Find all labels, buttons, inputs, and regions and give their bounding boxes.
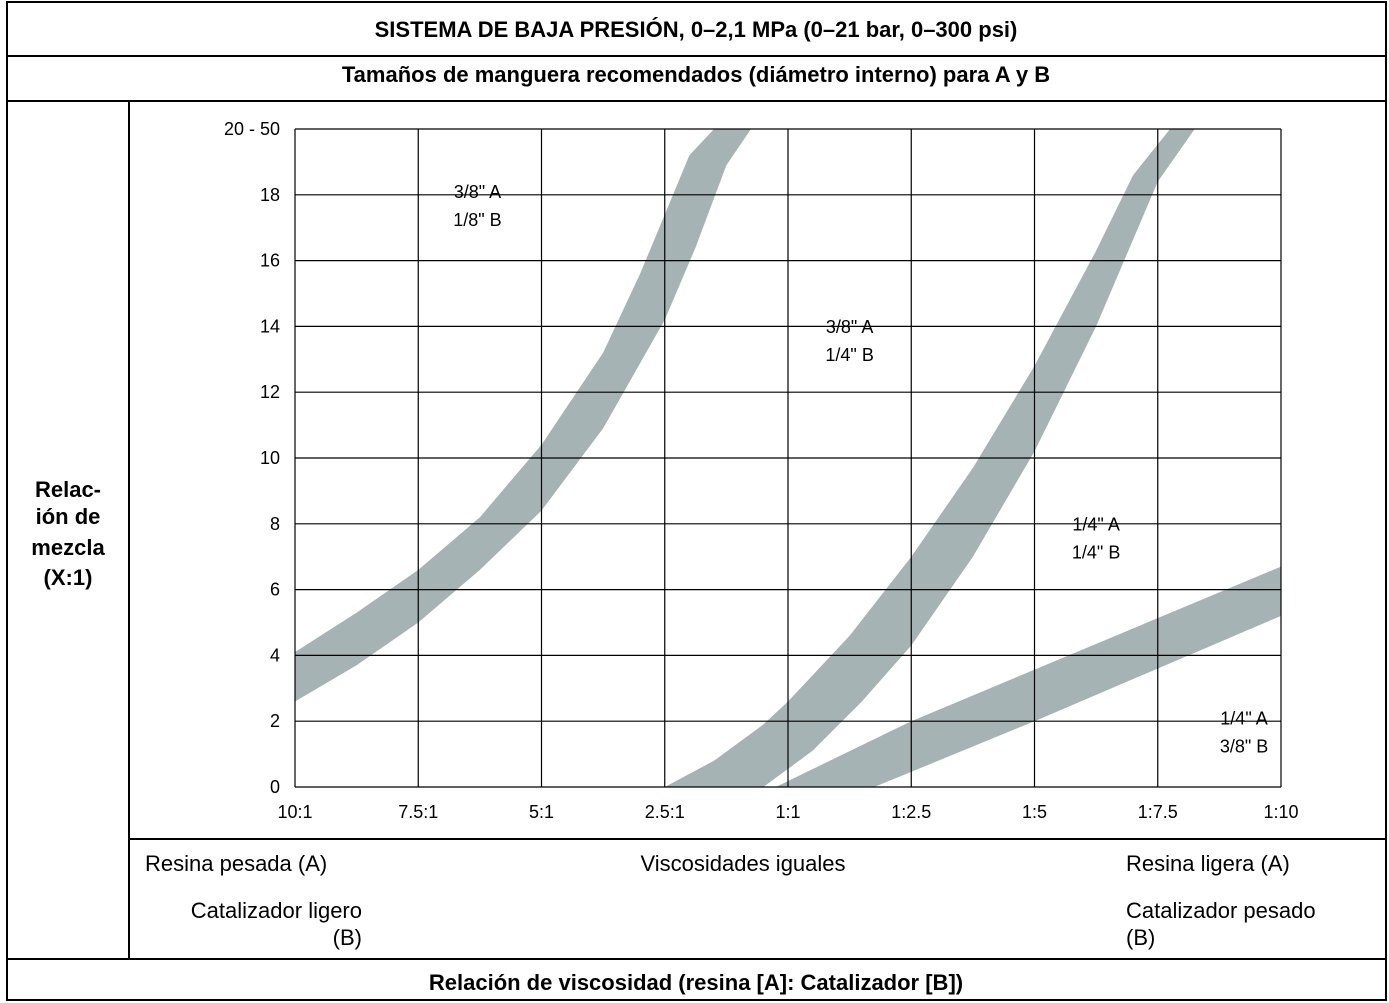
y-tick-labels: 0 2 4 6 8 10 12 14 16 18 20 - 50 [224, 119, 280, 797]
chart-title: SISTEMA DE BAJA PRESIÓN, 0–2,1 MPa (0–21… [375, 17, 1018, 42]
x-tick-label: 10:1 [277, 802, 312, 822]
note-right-line3: (B) [1126, 925, 1155, 950]
band-3 [775, 566, 1281, 787]
table-borders [6, 1, 1387, 1001]
x-tick-label: 5:1 [529, 802, 554, 822]
region-label: 1/4" B [1072, 542, 1120, 562]
x-tick-label: 1:1 [775, 802, 800, 822]
x-tick-label: 1:5 [1022, 802, 1047, 822]
region-label: 3/8" A [454, 182, 501, 202]
region-label: 1/4" A [1072, 514, 1119, 534]
note-left-line2: Catalizador ligero [191, 898, 362, 923]
y-axis-label-line: ión de [36, 504, 101, 529]
region-label: 3/8" B [1220, 736, 1268, 756]
region-label: 1/4" A [1220, 708, 1267, 728]
y-tick-label: 0 [270, 777, 280, 797]
x-tick-labels: 10:1 7.5:1 5:1 2.5:1 1:1 1:2.5 1:5 1:7.5 1:10 [277, 802, 1298, 822]
region-label: 3/8" A [826, 317, 873, 337]
y-tick-label: 18 [260, 185, 280, 205]
x-tick-label: 1:10 [1263, 802, 1298, 822]
y-axis-label-line: (X:1) [44, 565, 93, 590]
y-tick-label: 2 [270, 711, 280, 731]
band-1 [295, 129, 751, 702]
y-tick-label: 14 [260, 316, 280, 336]
region-labels: 3/8" A 1/8" B 3/8" A 1/4" B 1/4" A 1/4" B 1/4"… [453, 182, 1268, 756]
y-tick-label: 20 - 50 [224, 119, 280, 139]
note-left-line1: Resina pesada (A) [145, 851, 327, 876]
y-tick-label: 6 [270, 580, 280, 600]
x-tick-label: 7.5:1 [398, 802, 438, 822]
x-axis-title: Relación de viscosidad (resina [A]: Cata… [429, 970, 963, 995]
y-axis-label-line: Relac- [35, 477, 101, 502]
x-tick-label: 2.5:1 [645, 802, 685, 822]
note-center: Viscosidades iguales [640, 851, 845, 876]
y-tick-label: 8 [270, 514, 280, 534]
note-left-line3: (B) [333, 925, 362, 950]
y-tick-label: 10 [260, 448, 280, 468]
chart-subtitle: Tamaños de manguera recomendados (diámet… [342, 62, 1050, 87]
note-right-line2: Catalizador pesado [1126, 898, 1316, 923]
x-tick-label: 1:2.5 [891, 802, 931, 822]
x-tick-label: 1:7.5 [1138, 802, 1178, 822]
note-right-line1: Resina ligera (A) [1126, 851, 1290, 876]
y-tick-label: 4 [270, 645, 280, 665]
grid-lines [294, 128, 1282, 788]
y-axis-label: Relac- ión de mezcla (X:1) [31, 477, 105, 590]
region-label: 1/8" B [453, 210, 501, 230]
viscosity-notes: Resina pesada (A) Catalizador ligero (B)… [145, 851, 1316, 950]
region-label: 1/4" B [825, 345, 873, 365]
y-axis-label-line: mezcla [31, 535, 105, 560]
y-tick-label: 16 [260, 251, 280, 271]
y-tick-label: 12 [260, 382, 280, 402]
